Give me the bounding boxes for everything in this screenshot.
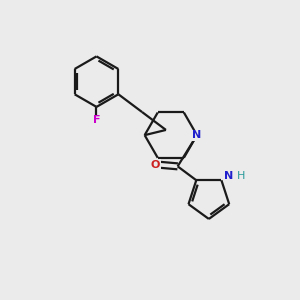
Text: N: N (224, 171, 233, 181)
Text: O: O (151, 160, 160, 170)
Text: H: H (237, 171, 245, 181)
Text: N: N (192, 130, 202, 140)
Text: F: F (93, 115, 100, 125)
